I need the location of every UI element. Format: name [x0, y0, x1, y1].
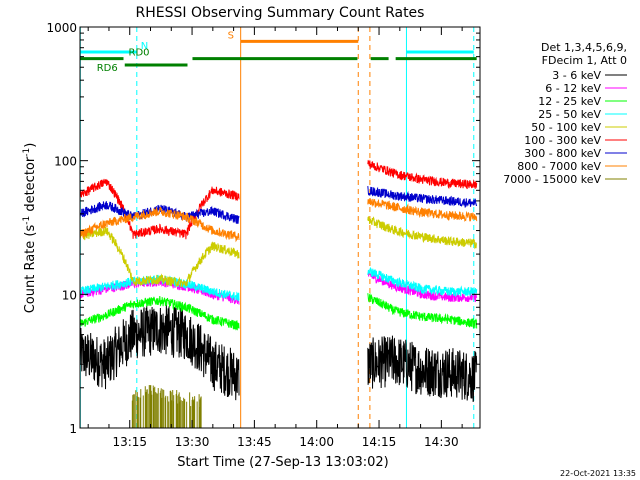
- legend-label-1: 6 - 12 keV: [545, 82, 601, 95]
- legend-header-line-1: Det 1,3,4,5,6,9,: [541, 41, 627, 54]
- flag-label-n: N: [141, 41, 148, 52]
- flag-label-rd0: RD0: [129, 48, 150, 59]
- y-axis-label: Count Rate (s-1 detector-1): [22, 143, 38, 314]
- legend-label-6: 300 - 800 keV: [524, 147, 601, 160]
- y-tick-label-1: 10: [62, 288, 77, 302]
- legend: Det 1,3,4,5,6,9, FDecim 1, Att 0 3 - 6 k…: [503, 41, 627, 186]
- y-axis-label-part-1: Count Rate (s: [23, 225, 38, 314]
- x-tick-label-1: 13:30: [175, 435, 210, 449]
- plot-frame: [79, 26, 481, 429]
- legend-label-2: 12 - 25 keV: [538, 95, 601, 108]
- x-tick-label-4: 14:15: [362, 435, 397, 449]
- legend-label-4: 50 - 100 keV: [531, 121, 601, 134]
- series-line-0-seg2: [367, 335, 478, 402]
- legend-label-5: 100 - 300 keV: [524, 134, 601, 147]
- y-tick-label-2: 100: [54, 155, 77, 169]
- timestamp: 22-Oct-2021 13:35: [560, 469, 636, 478]
- y-axis-label-sup-1: -1: [22, 216, 32, 225]
- series-line-4-seg1: [79, 226, 240, 288]
- flag-label-s: S: [228, 30, 234, 41]
- x-tick-label-3: 14:00: [299, 435, 334, 449]
- y-axis-label-part-2: detector: [23, 156, 38, 216]
- series-line-5-seg1: [79, 178, 240, 240]
- y-axis-label-part-3: ): [23, 143, 38, 148]
- flag-label-rd6: RD6: [97, 63, 118, 74]
- series-line-8-seg1: [131, 385, 202, 428]
- x-axis-label: Start Time (27-Sep-13 13:03:02): [177, 455, 388, 470]
- series-line-3-seg2: [367, 267, 478, 297]
- legend-label-3: 25 - 50 keV: [538, 108, 601, 121]
- y-axis-label-sup-2: -1: [22, 148, 32, 157]
- legend-label-0: 3 - 6 keV: [552, 69, 601, 82]
- y-tick-label-3: 1000: [46, 21, 77, 35]
- legend-label-7: 800 - 7000 keV: [517, 160, 601, 173]
- series-line-2-seg2: [367, 292, 478, 329]
- series-line-7-seg2: [367, 198, 478, 223]
- y-axis: 1 10 100 1000: [46, 21, 480, 436]
- x-tick-label-5: 14:30: [424, 435, 459, 449]
- chart-title: RHESSI Observing Summary Count Rates: [136, 5, 425, 21]
- legend-header-line-2: FDecim 1, Att 0: [542, 54, 627, 67]
- series-line-5-seg2: [367, 159, 478, 190]
- series-line-6-seg2: [367, 186, 478, 208]
- series-line-7-seg1: [79, 207, 240, 243]
- series-line-2-seg1: [79, 296, 240, 331]
- series-line-0-seg1: [79, 304, 240, 401]
- x-axis: 13:15 13:30 13:45 14:00 14:15 14:30: [87, 27, 463, 449]
- x-tick-label-2: 13:45: [237, 435, 272, 449]
- plot-area: N S RD0 RD6: [79, 27, 478, 428]
- y-tick-label-0: 1: [69, 422, 77, 436]
- x-tick-label-0: 13:15: [112, 435, 147, 449]
- series-line-4-seg2: [367, 216, 478, 250]
- legend-label-8: 7000 - 15000 keV: [503, 173, 601, 186]
